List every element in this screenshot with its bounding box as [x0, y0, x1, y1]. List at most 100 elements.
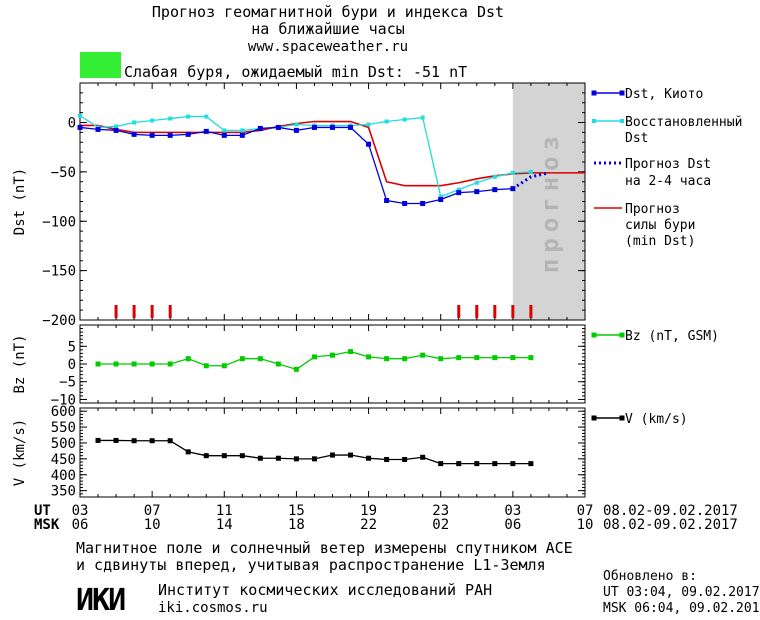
data-point [257, 356, 263, 362]
data-point [402, 200, 408, 206]
data-point [348, 349, 354, 355]
data-point [78, 113, 82, 118]
instrument-note-line2: и сдвинуты вперед, учитывая распростране… [76, 556, 546, 574]
data-point [438, 197, 444, 203]
data-point [474, 180, 479, 185]
data-point [366, 354, 372, 360]
data-point [293, 456, 299, 462]
ut-tick-label: 07 [577, 503, 594, 519]
storm-status-swatch [80, 52, 121, 78]
forecast-band-label: прогноз [536, 130, 564, 273]
ut-tick-label: 19 [360, 503, 377, 519]
data-point [95, 361, 101, 367]
data-point [330, 352, 335, 358]
series-line [79, 115, 531, 198]
data-point [131, 438, 137, 444]
data-point [275, 124, 281, 130]
data-point [222, 128, 227, 133]
legend-label: Прогноз [625, 202, 680, 217]
data-point [456, 187, 461, 192]
data-point [402, 117, 407, 122]
y-tick-label: 550 [51, 420, 76, 436]
data-point [528, 169, 533, 174]
data-point [167, 361, 173, 367]
data-point [510, 170, 515, 175]
data-point [275, 361, 281, 367]
data-point [240, 128, 245, 133]
msk-tick-label: 06 [72, 517, 89, 533]
y-tick-label: 500 [51, 436, 76, 452]
legend-marker [619, 415, 625, 421]
legend-marker [592, 119, 596, 123]
msk-tick-label: 18 [288, 517, 305, 533]
y-tick-label: 0 [68, 116, 76, 132]
data-point [510, 461, 516, 467]
y-tick-label: 350 [51, 484, 76, 500]
data-point [221, 132, 227, 138]
data-point [167, 132, 173, 138]
data-point [456, 355, 462, 361]
data-point [366, 141, 372, 147]
data-point [114, 124, 119, 129]
dst-panel: прогноз 0 −50 −100 −150 −200 Dst (nT) [12, 82, 586, 329]
legend-label: Dst [625, 131, 648, 146]
panel-frame [79, 82, 586, 321]
data-point [168, 116, 173, 121]
ut-tick-label: 07 [144, 503, 161, 519]
data-point [77, 124, 83, 130]
data-point [420, 352, 426, 358]
data-point [294, 122, 299, 127]
ut-tick-label: 15 [288, 503, 305, 519]
data-point [492, 355, 498, 361]
legend-label: Dst, Киото [625, 87, 703, 102]
data-point [348, 452, 354, 458]
msk-date-range: 08.02-09.02.2017 [603, 517, 738, 533]
msk-tick-label: 06 [504, 517, 521, 533]
legend-label: (min Dst) [625, 234, 695, 249]
institute-name: Институт космических исследований РАН [158, 581, 492, 599]
legend-label: Прогноз Dst [625, 157, 711, 172]
series-line [512, 171, 550, 190]
data-point [150, 118, 155, 123]
data-point [257, 125, 263, 131]
data-point [203, 128, 209, 134]
data-point [438, 461, 444, 467]
data-point [113, 437, 119, 443]
institute-site: iki.cosmos.ru [158, 600, 268, 616]
ut-tick-label: 11 [216, 503, 233, 519]
site-url: www.spaceweather.ru [248, 39, 408, 55]
storm-status-text: Слабая буря, ожидаемый min Dst: -51 nT [124, 63, 467, 81]
legend-marker [619, 90, 625, 96]
y-tick-label: −150 [42, 264, 76, 280]
data-point [311, 456, 317, 462]
data-point [275, 455, 281, 461]
legend-marker [591, 90, 597, 96]
legend-marker [591, 332, 597, 338]
updated-label: Обновлено в: [603, 569, 697, 584]
data-point [311, 354, 317, 360]
legend-label: Восстановленный [625, 115, 742, 130]
data-point [474, 189, 480, 195]
data-point [456, 461, 462, 467]
msk-axis-label: MSK [34, 517, 60, 533]
data-point [149, 361, 155, 367]
updated-msk: MSK 06:04, 09.02.2017 [603, 601, 760, 616]
legend-marker [620, 119, 624, 123]
legend-label: на 2-4 часа [625, 174, 711, 189]
data-point [474, 355, 480, 361]
data-point [239, 356, 245, 362]
ut-tick-label: 03 [72, 503, 89, 519]
page-subtitle: на ближайшие часы [251, 20, 405, 38]
data-point [167, 438, 173, 444]
data-point [239, 453, 245, 459]
ut-axis-label: UT [34, 503, 51, 519]
data-point [492, 187, 498, 193]
y-tick-label: 0 [68, 357, 76, 373]
data-point [420, 115, 425, 120]
y-tick-label: 450 [51, 452, 76, 468]
data-point [384, 356, 390, 362]
ut-tick-label: 03 [504, 503, 521, 519]
data-point [366, 455, 372, 461]
data-point [492, 461, 498, 467]
